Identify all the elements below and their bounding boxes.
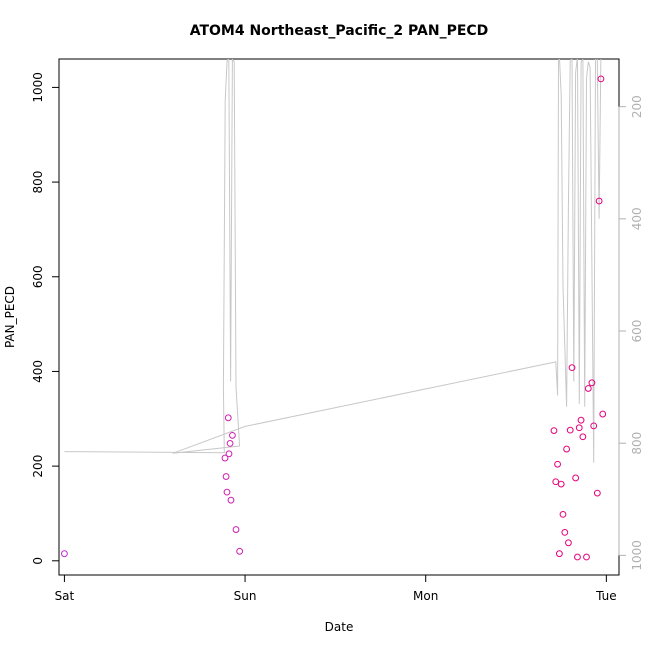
data-point <box>595 197 603 205</box>
pressure-line <box>64 59 602 463</box>
x-tick-label: Tue <box>595 589 617 603</box>
x-axis: Sat Sun Mon Tue <box>55 574 617 603</box>
data-point <box>583 553 590 561</box>
data-point <box>574 553 581 561</box>
data-point <box>226 439 234 447</box>
x-axis-label: Date <box>325 620 354 634</box>
data-point <box>593 489 601 497</box>
y-tick-label: 200 <box>31 455 45 478</box>
pressure-line-series <box>64 59 602 463</box>
plot-frame <box>58 58 620 576</box>
data-point <box>224 414 232 422</box>
pan-pecd-points <box>61 75 607 561</box>
y-axis-label: PAN_PECD <box>3 286 17 348</box>
data-point <box>597 75 605 83</box>
y-tick-label: 800 <box>31 171 45 194</box>
data-point <box>554 460 561 468</box>
data-point <box>223 488 231 496</box>
data-point <box>559 511 567 518</box>
y-axis: 0 200 400 600 800 1000 <box>31 72 60 565</box>
data-point <box>565 539 572 547</box>
data-point <box>221 454 229 462</box>
data-point <box>590 422 598 430</box>
right-axis: 200 400 600 800 1000 <box>618 95 644 571</box>
right-tick-label: 600 <box>630 320 644 343</box>
y-tick-label: 600 <box>31 265 45 288</box>
y-tick-label: 400 <box>31 360 45 383</box>
right-tick-label: 200 <box>630 95 644 118</box>
data-point <box>563 445 571 453</box>
x-tick-label: Sun <box>234 589 257 603</box>
data-point <box>588 379 596 387</box>
data-point <box>568 364 576 372</box>
data-point <box>225 450 233 458</box>
data-point <box>555 550 563 558</box>
data-point <box>550 427 558 435</box>
data-point <box>599 410 607 418</box>
y-tick-label: 0 <box>31 557 45 565</box>
x-tick-label: Mon <box>413 589 438 603</box>
right-tick-label: 800 <box>630 432 644 455</box>
data-point <box>577 416 585 424</box>
right-tick-label: 1000 <box>630 540 644 571</box>
data-point <box>222 473 230 480</box>
data-point <box>557 480 565 488</box>
right-tick-label: 400 <box>630 207 644 230</box>
data-point <box>575 424 583 432</box>
data-point <box>561 528 569 536</box>
data-point <box>61 550 68 558</box>
data-point <box>552 478 560 486</box>
x-tick-label: Sat <box>55 589 75 603</box>
data-point <box>584 385 592 392</box>
chart-title: ATOM4 Northeast_Pacific_2 PAN_PECD <box>190 23 489 39</box>
data-point <box>232 526 240 533</box>
data-point <box>579 433 587 441</box>
data-point <box>229 431 236 439</box>
data-point <box>227 496 235 504</box>
data-point <box>236 547 244 555</box>
data-point <box>566 426 574 434</box>
data-point <box>572 474 580 482</box>
y-tick-label: 1000 <box>31 72 45 103</box>
